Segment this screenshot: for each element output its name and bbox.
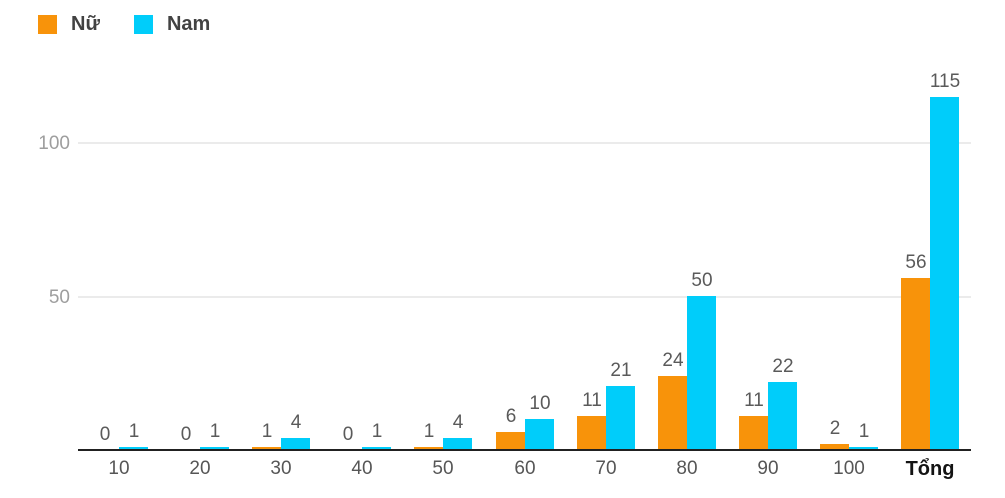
bar-value-label: 4 bbox=[290, 412, 302, 433]
bar-value-label: 50 bbox=[691, 270, 713, 291]
bar-value-label: 4 bbox=[452, 412, 464, 433]
x-axis-label: 100 bbox=[833, 458, 865, 479]
x-axis-label: 40 bbox=[351, 458, 373, 479]
bar-value-label: 0 bbox=[180, 424, 192, 445]
legend-label-nu: Nữ bbox=[71, 13, 100, 35]
gridline bbox=[78, 142, 971, 144]
bar-value-label: 115 bbox=[929, 71, 961, 92]
bar-nu[interactable] bbox=[577, 416, 606, 450]
legend-item-nu: Nữ bbox=[38, 14, 100, 34]
bar-nam[interactable] bbox=[119, 447, 148, 450]
legend-item-nam: Nam bbox=[133, 13, 211, 35]
legend-swatch-nam bbox=[133, 14, 153, 34]
bar-value-label: 6 bbox=[505, 406, 517, 427]
bar-nu[interactable] bbox=[658, 376, 687, 450]
bar-value-label: 22 bbox=[772, 356, 794, 377]
bar-value-label: 11 bbox=[744, 390, 764, 411]
bar-value-label: 1 bbox=[371, 421, 383, 442]
bar-nam[interactable] bbox=[281, 438, 310, 450]
bar-nu[interactable] bbox=[901, 278, 930, 450]
bar-nu[interactable] bbox=[252, 447, 281, 450]
bar-value-label: 1 bbox=[261, 421, 273, 442]
x-axis-label: 90 bbox=[757, 458, 779, 479]
bar-nam[interactable] bbox=[362, 447, 391, 450]
bar-nam[interactable] bbox=[443, 438, 472, 450]
bar-nu[interactable] bbox=[496, 432, 525, 450]
bar-nam[interactable] bbox=[687, 296, 716, 450]
bar-nam[interactable] bbox=[525, 419, 554, 450]
x-axis-line bbox=[78, 449, 971, 451]
bar-value-label: 21 bbox=[610, 360, 632, 381]
bar-value-label: 11 bbox=[582, 390, 602, 411]
bar-nu[interactable] bbox=[820, 444, 849, 450]
bar-value-label: 24 bbox=[662, 350, 684, 371]
x-axis-label: 50 bbox=[432, 458, 454, 479]
legend-swatch-nu bbox=[38, 14, 57, 34]
bar-nam[interactable] bbox=[849, 447, 878, 450]
x-axis-label: 70 bbox=[595, 458, 617, 479]
chart-legend: Nữ Nam bbox=[38, 14, 244, 34]
x-axis-label: 60 bbox=[514, 458, 536, 479]
x-axis-label: Tổng bbox=[905, 458, 955, 480]
bar-value-label: 1 bbox=[128, 421, 140, 442]
bar-nu[interactable] bbox=[739, 416, 768, 450]
bar-nam[interactable] bbox=[768, 382, 797, 450]
x-axis-label: 20 bbox=[189, 458, 211, 479]
bar-value-label: 1 bbox=[423, 421, 435, 442]
x-axis-label: 30 bbox=[270, 458, 292, 479]
bar-value-label: 0 bbox=[342, 424, 354, 445]
gridline bbox=[78, 296, 971, 298]
y-axis-tick-label: 50 bbox=[48, 287, 70, 308]
bar-nam[interactable] bbox=[930, 97, 959, 450]
bar-value-label: 0 bbox=[99, 424, 111, 445]
bar-value-label: 2 bbox=[829, 418, 841, 439]
bar-value-label: 1 bbox=[209, 421, 221, 442]
bar-value-label: 10 bbox=[529, 393, 551, 414]
bar-value-label: 56 bbox=[905, 252, 927, 273]
bar-nam[interactable] bbox=[606, 386, 635, 450]
bar-nu[interactable] bbox=[414, 447, 443, 450]
x-axis-label: 10 bbox=[108, 458, 130, 479]
x-axis-label: 80 bbox=[676, 458, 698, 479]
legend-label-nam: Nam bbox=[166, 13, 211, 35]
y-axis-tick-label: 100 bbox=[38, 133, 70, 154]
bar-nam[interactable] bbox=[200, 447, 229, 450]
bar-value-label: 1 bbox=[858, 421, 870, 442]
